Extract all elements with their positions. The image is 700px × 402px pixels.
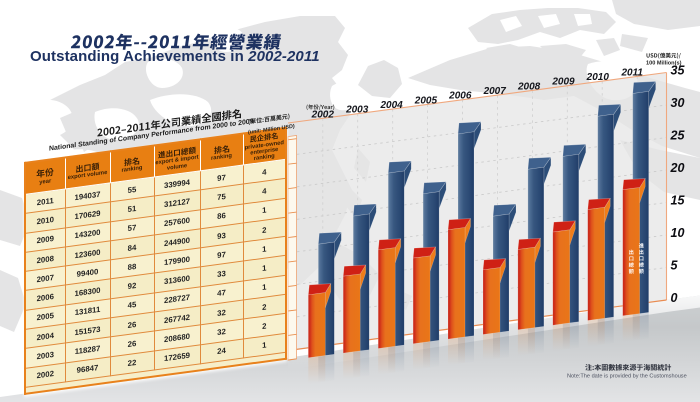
svg-text:2011: 2011 — [620, 67, 643, 78]
svg-text:20: 20 — [670, 161, 685, 175]
svg-text:25: 25 — [670, 128, 686, 142]
svg-text:35: 35 — [671, 63, 686, 77]
svg-text:2004: 2004 — [379, 100, 403, 111]
svg-text:30: 30 — [671, 96, 685, 110]
svg-text:2008: 2008 — [517, 81, 541, 92]
svg-text:2009: 2009 — [551, 77, 575, 88]
svg-text:2006: 2006 — [448, 91, 472, 102]
svg-text:100 Million(s): 100 Million(s) — [646, 61, 682, 67]
svg-text:Note:The date is provided by t: Note:The date is provided by the Customs… — [567, 374, 687, 380]
svg-text:2010: 2010 — [586, 72, 610, 83]
svg-text:10: 10 — [671, 226, 685, 240]
svg-text:2003: 2003 — [345, 105, 369, 116]
svg-text:2007: 2007 — [483, 86, 507, 97]
svg-text:5: 5 — [671, 258, 679, 272]
svg-text:2005: 2005 — [414, 95, 438, 106]
svg-text:0: 0 — [671, 291, 678, 305]
svg-text:15: 15 — [671, 193, 686, 207]
svg-text:2002: 2002 — [311, 109, 335, 120]
